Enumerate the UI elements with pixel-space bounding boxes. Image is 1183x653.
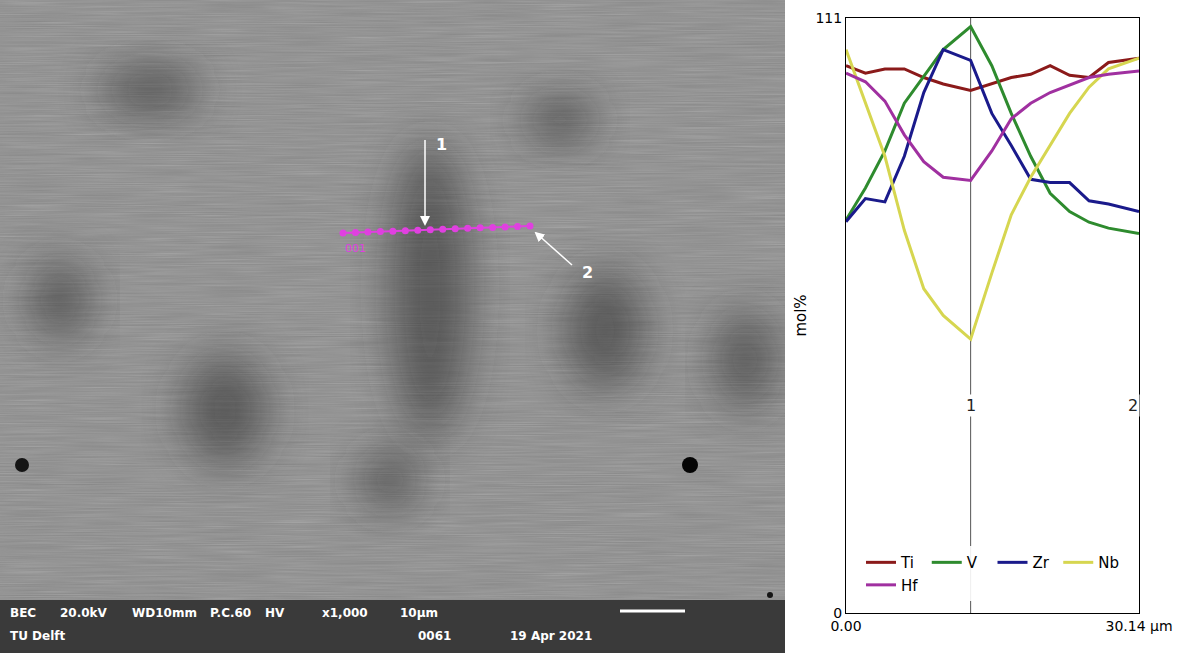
svg-text:1: 1 [436, 135, 447, 154]
svg-text:1: 1 [966, 396, 976, 415]
svg-text:V: V [967, 554, 978, 572]
svg-text:Nb: Nb [1098, 554, 1119, 572]
svg-text:Zr: Zr [1033, 554, 1050, 572]
svg-text:30.14 μm: 30.14 μm [1105, 618, 1172, 634]
svg-text:0061: 0061 [418, 629, 451, 643]
svg-text:WD10mm: WD10mm [132, 606, 197, 620]
svg-text:2: 2 [1128, 396, 1138, 415]
svg-text:HV: HV [265, 606, 285, 620]
svg-text:0: 0 [833, 605, 842, 621]
svg-text:001: 001 [345, 242, 366, 255]
svg-text:2: 2 [582, 263, 593, 282]
svg-text:19 Apr 2021: 19 Apr 2021 [510, 629, 592, 643]
svg-text:TU Delft: TU Delft [10, 629, 66, 643]
svg-text:111: 111 [815, 10, 842, 26]
svg-text:Ti: Ti [900, 554, 914, 572]
svg-text:mol%: mol% [792, 294, 810, 336]
svg-text:x1,000: x1,000 [322, 606, 368, 620]
svg-text:10μm: 10μm [400, 606, 438, 620]
svg-text:BEC: BEC [10, 606, 36, 620]
svg-text:P.C.60: P.C.60 [210, 606, 251, 620]
svg-text:Hf: Hf [901, 577, 918, 595]
svg-text:0.00: 0.00 [830, 618, 861, 634]
svg-text:20.0kV: 20.0kV [60, 606, 108, 620]
